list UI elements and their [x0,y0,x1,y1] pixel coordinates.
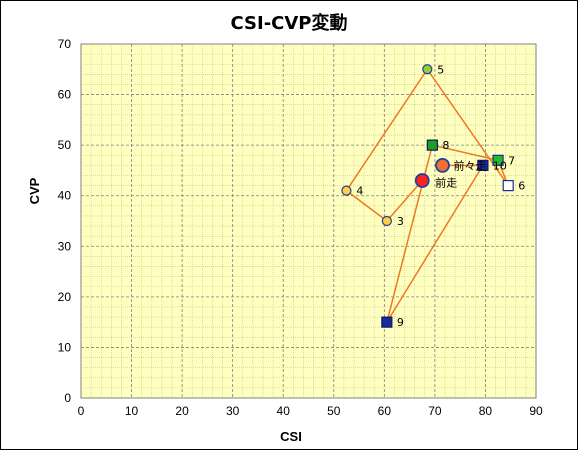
data-label: 前々走 [453,158,486,172]
data-point-square [502,180,514,192]
series-line [345,67,509,323]
chart-title: CSI-CVP変動 [230,12,347,34]
data-point-square [426,139,438,151]
x-axis-title: CSI [280,429,302,444]
data-label: 3 [397,215,404,228]
data-label: 10 [493,159,507,172]
data-label: 7 [508,154,515,167]
y-tick-label: 40 [58,189,72,203]
series-path [345,67,509,323]
x-tick-label: 70 [428,404,442,418]
y-tick-label: 30 [58,239,72,253]
x-tick-label: 90 [529,404,543,418]
data-points [341,64,514,328]
y-tick-label: 10 [58,340,72,354]
x-tick-label: 40 [277,404,291,418]
x-tick-label: 80 [479,404,493,418]
y-tick-label: 50 [58,138,72,152]
data-label: 前走 [435,176,457,190]
data-label: 5 [437,63,444,76]
y-tick-label: 70 [58,37,72,51]
x-tick-label: 60 [378,404,392,418]
data-point-circle [341,185,352,196]
data-point-square [381,316,393,328]
y-tick-label: 20 [58,290,72,304]
data-point-square [492,154,504,166]
x-tick-label: 20 [175,404,189,418]
minor-gridlines [81,44,536,398]
major-gridlines [81,44,536,398]
data-label: 8 [442,139,449,152]
x-tick-label: 0 [78,404,85,418]
x-tick-label: 10 [125,404,139,418]
data-label: 4 [356,185,363,198]
y-axis-tick-labels: 0 10 20 30 40 50 60 70 [58,37,72,405]
data-point-circle [422,64,433,75]
y-tick-label: 60 [58,88,72,102]
x-axis-tick-labels: 0 10 20 30 40 50 60 70 80 90 [78,404,543,418]
data-point-square [477,159,489,171]
data-label: 9 [397,316,404,329]
data-point-circle [381,215,392,227]
x-tick-label: 50 [327,404,341,418]
y-tick-label: 0 [64,391,71,405]
data-point-large [414,173,430,188]
plot-area [80,43,537,399]
data-point-large [435,157,450,173]
data-label: 6 [518,180,525,193]
y-axis-title: CVP [27,177,42,204]
x-tick-label: 30 [226,404,240,418]
